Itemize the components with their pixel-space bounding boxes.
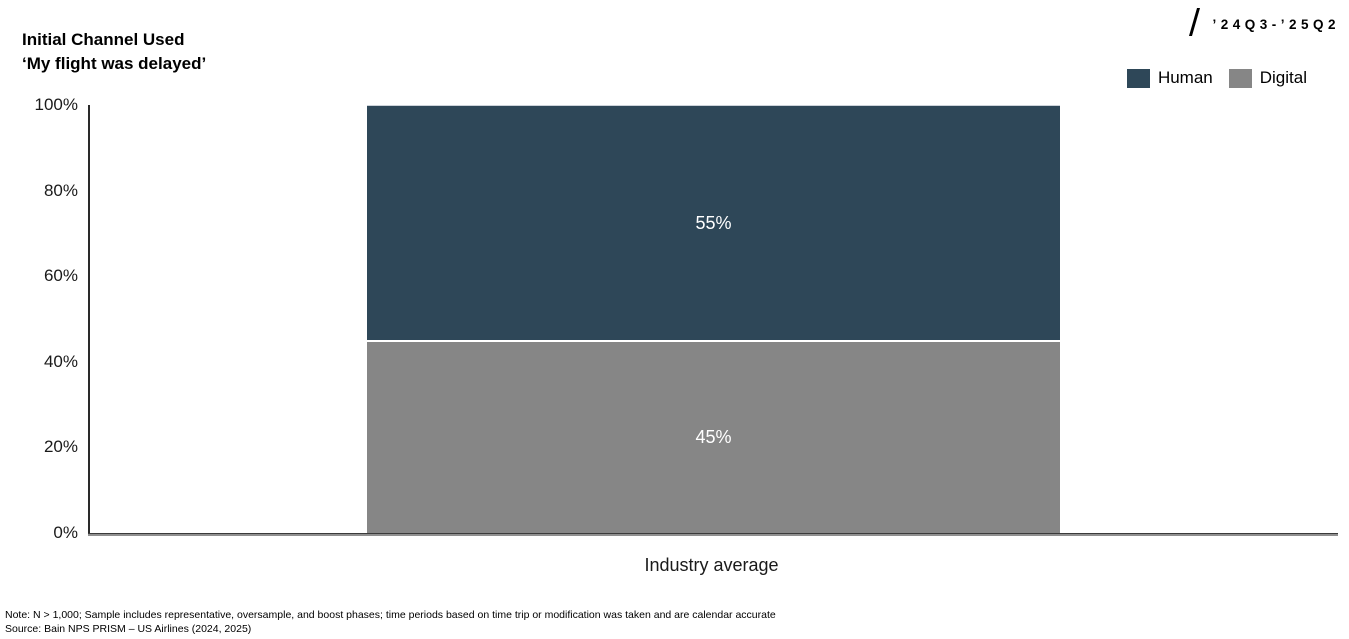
plot-area: 55% 45% bbox=[88, 105, 1338, 536]
legend-label-human: Human bbox=[1157, 68, 1213, 87]
stacked-bar-industry-average: 55% 45% bbox=[367, 105, 1060, 533]
legend-item-human: Human bbox=[1126, 68, 1213, 88]
y-tick-40: 40% bbox=[43, 351, 78, 371]
bar-value-human: 55% bbox=[695, 212, 732, 233]
source-line: Source: Bain NPS PRISM – US Airlines (20… bbox=[5, 623, 252, 635]
chart-title-line1: Initial Channel Used bbox=[22, 30, 185, 49]
y-axis-tick-labels: 100% 80% 60% 40% 20% 0% bbox=[0, 95, 78, 542]
bar-segment-human: 55% bbox=[367, 105, 1060, 341]
x-axis-category-label: Industry average bbox=[644, 555, 779, 575]
chart-title: Initial Channel Used ‘My flight was dela… bbox=[22, 28, 206, 76]
y-tick-20: 20% bbox=[43, 437, 78, 457]
bar-value-digital: 45% bbox=[695, 427, 732, 448]
legend-swatch-digital-icon bbox=[1228, 68, 1252, 88]
slash-icon bbox=[1189, 8, 1201, 36]
y-tick-60: 60% bbox=[43, 266, 78, 286]
legend-item-digital: Digital bbox=[1228, 68, 1307, 88]
chart-title-line2: ‘My flight was delayed’ bbox=[22, 54, 207, 73]
legend-swatch-human-icon bbox=[1126, 68, 1150, 88]
y-tick-0: 0% bbox=[53, 523, 78, 542]
x-axis-line bbox=[88, 533, 1338, 536]
period-label: ’24Q3-’25Q2 bbox=[1189, 8, 1340, 36]
legend-label-digital: Digital bbox=[1259, 68, 1307, 87]
footnotes: Note: N > 1,000; Sample includes represe… bbox=[5, 608, 776, 636]
legend: Human Digital bbox=[1126, 68, 1307, 88]
period-text: ’24Q3-’25Q2 bbox=[1212, 16, 1340, 32]
y-tick-80: 80% bbox=[43, 180, 78, 200]
bar-segment-digital: 45% bbox=[367, 340, 1060, 533]
note-line: Note: N > 1,000; Sample includes represe… bbox=[5, 609, 776, 621]
y-tick-100: 100% bbox=[34, 95, 78, 114]
